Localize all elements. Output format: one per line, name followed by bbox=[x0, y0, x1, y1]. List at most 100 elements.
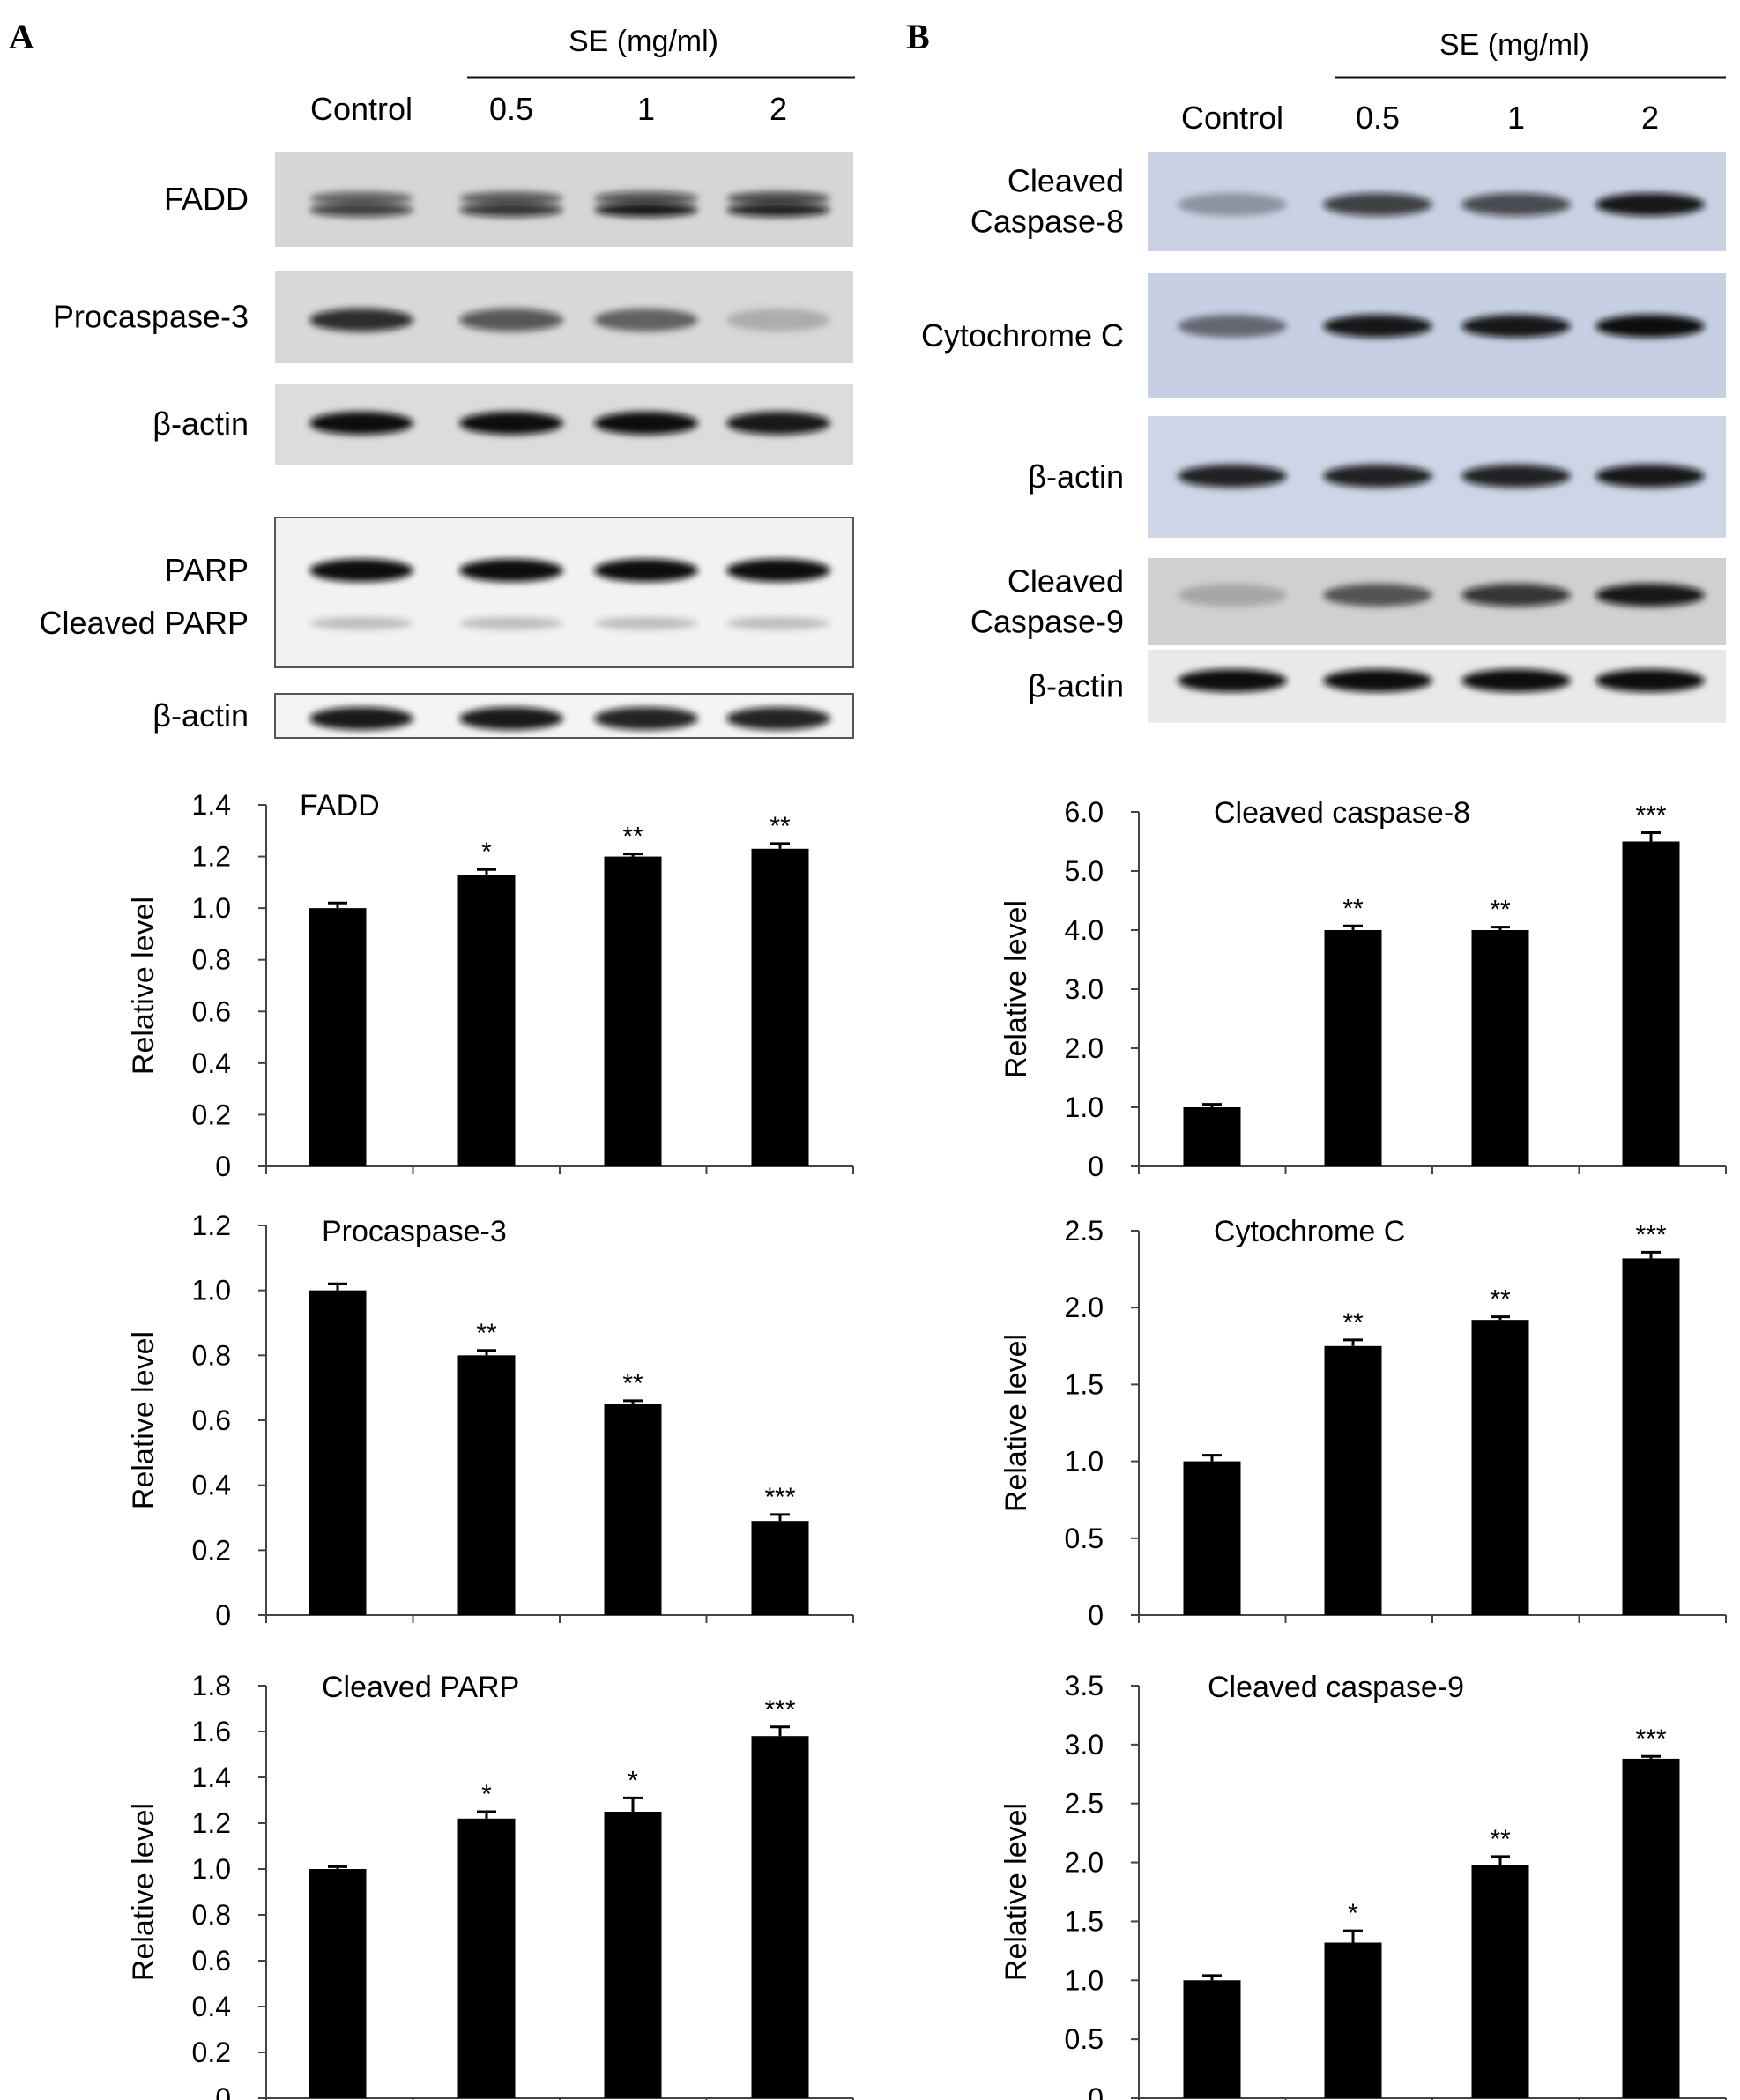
blot-band bbox=[1323, 584, 1432, 607]
significance-marker: ** bbox=[1490, 1285, 1511, 1314]
blot-row-label: β-actin bbox=[1028, 668, 1124, 704]
significance-marker: ** bbox=[622, 823, 643, 852]
blot-membrane bbox=[274, 517, 854, 668]
bar bbox=[1471, 1320, 1529, 1615]
blot-a: FADD Procaspase-3 β-actin PARP Cleaved PARP β… bbox=[40, 152, 854, 739]
blot-band bbox=[1323, 193, 1432, 216]
blot-band bbox=[1595, 465, 1705, 488]
y-tick-label: 0.4 bbox=[192, 1991, 231, 2022]
y-tick-label: 1.8 bbox=[192, 1670, 231, 1702]
y-tick-label: 1.2 bbox=[192, 1210, 231, 1241]
significance-marker: * bbox=[481, 838, 492, 867]
chart-title: FADD bbox=[300, 789, 380, 823]
y-tick-label: 1.2 bbox=[192, 841, 231, 873]
blot-band bbox=[594, 203, 698, 217]
blot-band bbox=[309, 203, 413, 217]
blot-band bbox=[309, 559, 413, 582]
bar bbox=[1183, 1107, 1241, 1166]
chart-title: Cytochrome C bbox=[1214, 1215, 1405, 1248]
blot-row: FADD bbox=[164, 152, 853, 247]
y-tick-label: 0.4 bbox=[192, 1470, 231, 1501]
blot-row: β-actin bbox=[152, 693, 854, 739]
y-tick-label: 0.6 bbox=[192, 995, 231, 1027]
y-tick-label: 5.0 bbox=[1065, 855, 1104, 887]
bar bbox=[604, 1404, 662, 1615]
significance-marker: *** bbox=[1635, 1220, 1666, 1249]
y-tick-label: 1.6 bbox=[192, 1716, 231, 1747]
blot-band bbox=[726, 617, 830, 629]
blot-row-label: Cleaved bbox=[1008, 163, 1124, 199]
blot-a-lane-label: 0.5 bbox=[489, 91, 533, 127]
bar bbox=[457, 1818, 516, 2098]
y-tick-label: 0 bbox=[215, 2082, 231, 2100]
y-axis-label: Relative level bbox=[127, 1803, 160, 1981]
blot-band bbox=[309, 412, 413, 435]
blot-band bbox=[1595, 193, 1705, 216]
y-tick-label: 0.8 bbox=[192, 1339, 231, 1371]
bar bbox=[309, 1869, 367, 2098]
y-tick-label: 1.5 bbox=[1065, 1368, 1104, 1400]
y-axis-label: Relative level bbox=[1000, 900, 1033, 1078]
blot-band bbox=[459, 559, 563, 582]
blot-band bbox=[1461, 193, 1571, 216]
blot-band bbox=[1323, 465, 1432, 488]
blot-row: β-actin bbox=[152, 384, 853, 465]
blot-band bbox=[726, 559, 830, 582]
bar bbox=[1622, 841, 1680, 1166]
blot-row: Cleaved Caspase-9 bbox=[970, 558, 1726, 645]
y-tick-label: 1.0 bbox=[192, 1275, 231, 1307]
blot-band bbox=[594, 412, 698, 435]
blot-row: Cytochrome C bbox=[921, 273, 1726, 398]
y-tick-label: 2.0 bbox=[1065, 1292, 1104, 1323]
y-axis-label: Relative level bbox=[1000, 1803, 1033, 1981]
bar bbox=[309, 908, 367, 1166]
y-tick-label: 1.2 bbox=[192, 1807, 231, 1839]
bar bbox=[1471, 1865, 1529, 2098]
blot-band bbox=[1323, 669, 1432, 692]
bar-chart: 0 0.2 0.4 0.6 0.8 1.0 1.2 Relative level Procasp… bbox=[127, 1210, 854, 1631]
blot-band bbox=[459, 191, 563, 205]
bar bbox=[1324, 1942, 1382, 2098]
bar bbox=[604, 1812, 662, 2098]
y-tick-label: 3.0 bbox=[1065, 1729, 1104, 1761]
y-axis-label: Relative level bbox=[127, 1331, 160, 1509]
bar-charts: 0 0.2 0.4 0.6 0.8 1.0 1.2 1.4 Relative level FADD… bbox=[127, 789, 1727, 2100]
significance-marker: * bbox=[481, 1780, 492, 1809]
panel-letter-b: B bbox=[906, 17, 930, 56]
significance-marker: *** bbox=[1635, 1724, 1666, 1754]
bar bbox=[309, 1290, 367, 1615]
y-tick-label: 3.5 bbox=[1065, 1670, 1104, 1702]
y-tick-label: 2.5 bbox=[1065, 1788, 1104, 1820]
y-tick-label: 6.0 bbox=[1065, 796, 1104, 828]
significance-marker: *** bbox=[764, 1483, 795, 1512]
blot-band bbox=[726, 191, 830, 205]
significance-marker: * bbox=[628, 1766, 638, 1795]
significance-marker: *** bbox=[1635, 801, 1666, 830]
blot-row: Procaspase-3 bbox=[53, 271, 853, 363]
blot-band bbox=[459, 707, 563, 730]
y-axis-label: Relative level bbox=[1000, 1334, 1033, 1512]
blot-row-label: β-actin bbox=[1028, 458, 1124, 495]
blot-band bbox=[594, 617, 698, 629]
bar bbox=[1471, 930, 1529, 1166]
y-tick-label: 1.4 bbox=[192, 789, 231, 821]
blot-b-header: SE (mg/ml) bbox=[1439, 28, 1589, 62]
significance-marker: ** bbox=[770, 812, 791, 841]
blot-band bbox=[1595, 669, 1705, 692]
y-tick-label: 2.5 bbox=[1065, 1215, 1104, 1247]
y-tick-label: 0.2 bbox=[192, 1098, 231, 1130]
blot-band bbox=[459, 617, 563, 629]
blot-a-lane-label: 2 bbox=[770, 91, 787, 127]
y-tick-label: 0.6 bbox=[192, 1404, 231, 1436]
y-tick-label: 0.8 bbox=[192, 1899, 231, 1931]
blot-band bbox=[309, 617, 413, 629]
y-tick-label: 0.2 bbox=[192, 1534, 231, 1566]
blot-row: PARP Cleaved PARP bbox=[40, 517, 854, 668]
y-tick-label: 0 bbox=[1088, 1599, 1104, 1631]
y-tick-label: 0.4 bbox=[192, 1047, 231, 1079]
bar bbox=[1622, 1758, 1680, 2098]
blot-row-label: FADD bbox=[164, 181, 249, 217]
blot-band bbox=[1461, 584, 1571, 607]
blot-row-label: Cytochrome C bbox=[921, 317, 1124, 354]
